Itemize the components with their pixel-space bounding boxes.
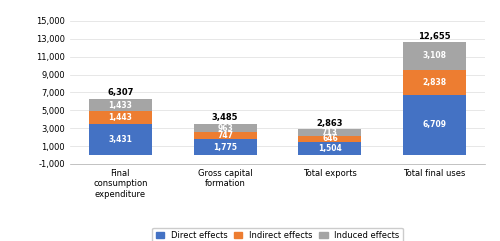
- Text: 2,863: 2,863: [316, 119, 343, 128]
- Legend: Direct effects, Indirect effects, Induced effects: Direct effects, Indirect effects, Induce…: [152, 228, 403, 241]
- Bar: [89, 99, 152, 111]
- Text: 713: 713: [322, 128, 338, 137]
- Text: 3,485: 3,485: [212, 114, 238, 122]
- Text: 6,709: 6,709: [422, 120, 446, 129]
- Bar: [194, 132, 256, 139]
- Bar: [194, 139, 256, 155]
- Text: 2,838: 2,838: [422, 78, 447, 87]
- Text: 12,655: 12,655: [418, 32, 451, 40]
- Bar: [298, 141, 362, 155]
- Text: 1,443: 1,443: [108, 113, 132, 122]
- Text: 3,108: 3,108: [422, 51, 446, 60]
- Text: 6,307: 6,307: [107, 88, 134, 97]
- Bar: [194, 124, 256, 132]
- Bar: [404, 42, 466, 70]
- Text: 1,433: 1,433: [108, 100, 132, 109]
- Bar: [298, 136, 362, 141]
- Bar: [404, 70, 466, 95]
- Text: 747: 747: [217, 131, 233, 140]
- Text: 1,775: 1,775: [213, 142, 237, 152]
- Bar: [298, 129, 362, 136]
- Text: 963: 963: [217, 124, 233, 133]
- Text: 3,431: 3,431: [108, 135, 132, 144]
- Text: 1,504: 1,504: [318, 144, 342, 153]
- Bar: [89, 124, 152, 155]
- Text: 646: 646: [322, 134, 338, 143]
- Bar: [404, 95, 466, 155]
- Bar: [89, 111, 152, 124]
